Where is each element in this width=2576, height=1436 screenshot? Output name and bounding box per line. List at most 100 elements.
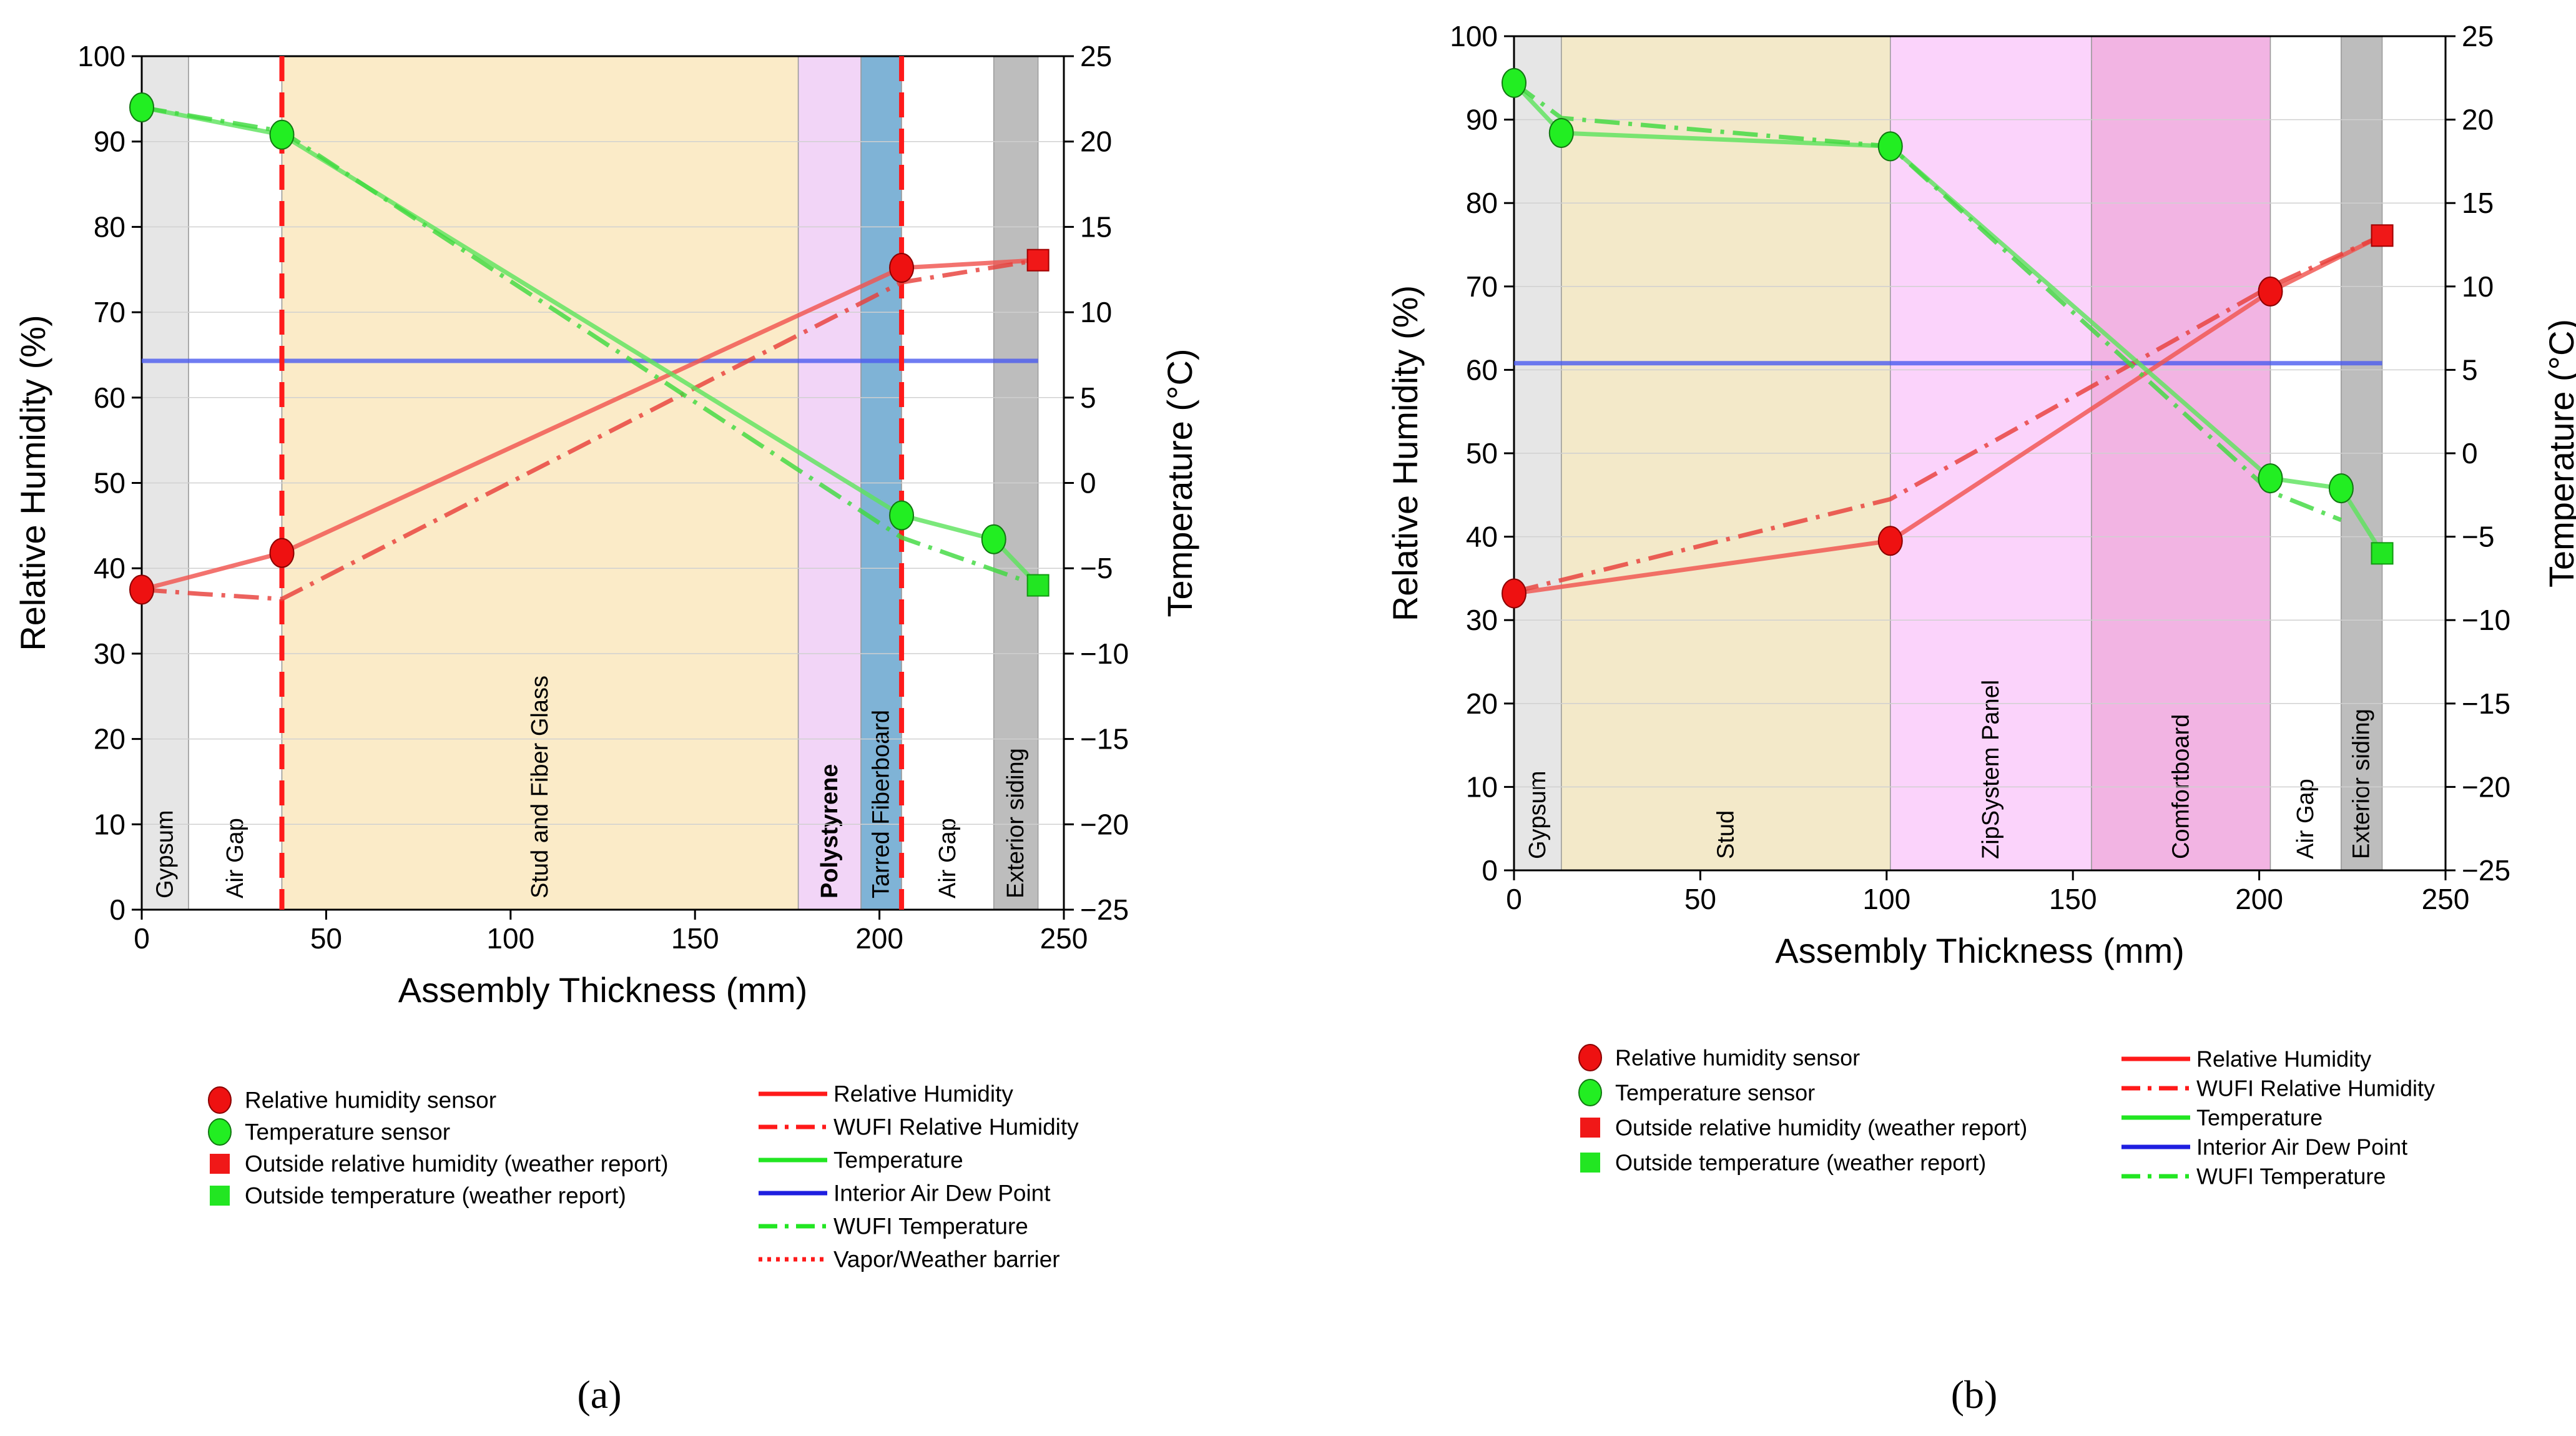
chart-a: Gypsum Air Gap Stud and Fiber Glass Polysty… (13, 40, 1199, 1010)
x-tick-label: 0 (134, 922, 150, 955)
y-tick-label: 10 (94, 808, 125, 840)
y-tick-label: 20 (94, 723, 125, 755)
layer-label: Air Gap (222, 818, 248, 898)
legend-label: Interior Air Dew Point (833, 1181, 1051, 1206)
legend-outside-rh-marker (1580, 1118, 1600, 1138)
y-axis-title: Relative Humidity (%) (13, 315, 52, 651)
series-line-wufi-temperature (141, 105, 1039, 588)
rh-sensor-point (269, 538, 295, 568)
y2-tick-label: 20 (1080, 125, 1112, 158)
y2-tick-label: 0 (2462, 437, 2478, 470)
temp-sensor-point (1502, 67, 1526, 98)
y2-tick-label: −5 (1080, 552, 1113, 584)
x-tick-label: 50 (310, 922, 342, 955)
legend-rh-sensor-marker (208, 1086, 232, 1114)
x-tick-label: 250 (1040, 922, 1088, 955)
legend-label: Outside temperature (weather report) (1615, 1150, 1986, 1176)
layer-label: Exterior siding (1003, 748, 1029, 898)
outside-rh-marker (2371, 224, 2394, 247)
y-tick-label: 100 (1450, 20, 1498, 52)
legend-label: Outside relative humidity (weather repor… (1615, 1115, 2027, 1141)
y-tick-label: 40 (1466, 521, 1498, 553)
x-tick-label: 250 (2422, 883, 2470, 915)
x-tick-label: 50 (1684, 883, 1716, 915)
layer-label: Tarred Fiberboard (868, 710, 895, 898)
y-tick-label: 30 (94, 637, 125, 670)
legend-label: Relative humidity sensor (245, 1088, 496, 1113)
y2-tick-label: 10 (1080, 296, 1112, 328)
legend-label: Outside temperature (weather report) (245, 1183, 626, 1209)
rh-sensor-point (1502, 578, 1526, 609)
series-line-relative-humidity (1513, 234, 2384, 596)
legend-label: Outside relative humidity (weather repor… (245, 1151, 669, 1177)
outside-temp-marker (1026, 574, 1050, 597)
y-tick-label: 20 (1466, 687, 1498, 720)
y-tick-label: 80 (1466, 187, 1498, 219)
legend-label: Relative Humidity (833, 1081, 1013, 1107)
y2-tick-label: 15 (2462, 187, 2494, 219)
y-tick-label: 60 (1466, 353, 1498, 386)
temp-sensor-point (981, 524, 1006, 554)
legend-outside-temp-marker (210, 1186, 230, 1206)
layer-label: ZipSystem Panel (1978, 680, 2004, 859)
legend-rh-sensor-marker (1578, 1044, 1602, 1071)
layer-label: Exterior siding (2349, 709, 2375, 859)
x-tick-label: 150 (671, 922, 719, 955)
y2-tick-label: −10 (2462, 604, 2510, 636)
legend-label: Temperature sensor (1615, 1080, 1815, 1106)
x-tick-label: 150 (2049, 883, 2097, 915)
y2-tick-label: 0 (1080, 467, 1096, 499)
temp-sensor-point (2328, 473, 2354, 504)
legend-a: Relative humidity sensor Temperature sens… (208, 1081, 1079, 1272)
legend-label: WUFI Temperature (833, 1214, 1028, 1239)
legend-label: WUFI Relative Humidity (2196, 1076, 2435, 1101)
layer-label: Gypsum (1525, 771, 1551, 859)
y2-tick-label: 5 (1080, 381, 1096, 414)
series-line-relative-humidity (141, 258, 1038, 592)
y-axis-title: Relative Humidity (%) (1385, 285, 1425, 621)
layer-label: Gypsum (152, 810, 179, 898)
chart-b: Gypsum Stud ZipSystem Panel Comfortboard Air… (1385, 20, 2576, 970)
y2-tick-label: −25 (2462, 854, 2510, 887)
x-axis-title: Assembly Thickness (mm) (398, 970, 808, 1010)
x-tick-label: 0 (1506, 883, 1522, 915)
y2-tick-label: −5 (2462, 521, 2494, 553)
legend-b: Relative humidity sensor Temperature sens… (1578, 1044, 2435, 1189)
y2-tick-label: 10 (2462, 270, 2494, 303)
y2-axis-title: Temperature (°C) (1160, 348, 1199, 617)
x-tick-label: 100 (486, 922, 534, 955)
temp-sensor-point (269, 119, 295, 150)
series-line-wufi-relative-humidity (141, 258, 1039, 601)
legend-label: Vapor/Weather barrier (833, 1247, 1060, 1272)
legend-label: Relative humidity sensor (1615, 1045, 1860, 1071)
layer-label: Polystyrene (817, 764, 843, 898)
x-tick-label: 100 (1862, 883, 1910, 915)
y2-tick-label: 25 (1080, 40, 1112, 72)
legend-label: Interior Air Dew Point (2196, 1134, 2407, 1160)
temp-sensor-point (889, 500, 915, 531)
layer-label: Air Gap (2293, 779, 2319, 859)
y2-tick-label: −20 (1080, 808, 1129, 840)
legend-label: Temperature (2196, 1105, 2323, 1131)
series-line-wufi-relative-humidity (1513, 234, 2383, 594)
legend-temp-sensor-marker (208, 1118, 232, 1146)
x-tick-label: 200 (2235, 883, 2283, 915)
y-tick-label: 40 (94, 552, 125, 584)
legend-outside-rh-marker (210, 1154, 230, 1174)
y-tick-label: 90 (1466, 104, 1498, 136)
y-tick-label: 70 (1466, 270, 1498, 303)
x-axis-title: Assembly Thickness (mm) (1775, 931, 2185, 970)
rh-sensor-point (129, 574, 154, 605)
temp-sensor-point (1877, 131, 1903, 162)
layer-label: Stud (1713, 810, 1739, 859)
outside-temp-marker (2371, 542, 2394, 565)
y2-tick-label: −15 (2462, 687, 2510, 720)
rh-sensor-point (1877, 526, 1903, 556)
y-tick-label: 30 (1466, 604, 1498, 636)
y2-tick-label: 20 (2462, 104, 2494, 136)
temp-sensor-point (1548, 117, 1574, 148)
y-tick-label: 80 (94, 210, 125, 243)
y2-tick-label: 25 (2462, 20, 2494, 52)
panel-letter-b: (b) (1951, 1372, 1998, 1417)
